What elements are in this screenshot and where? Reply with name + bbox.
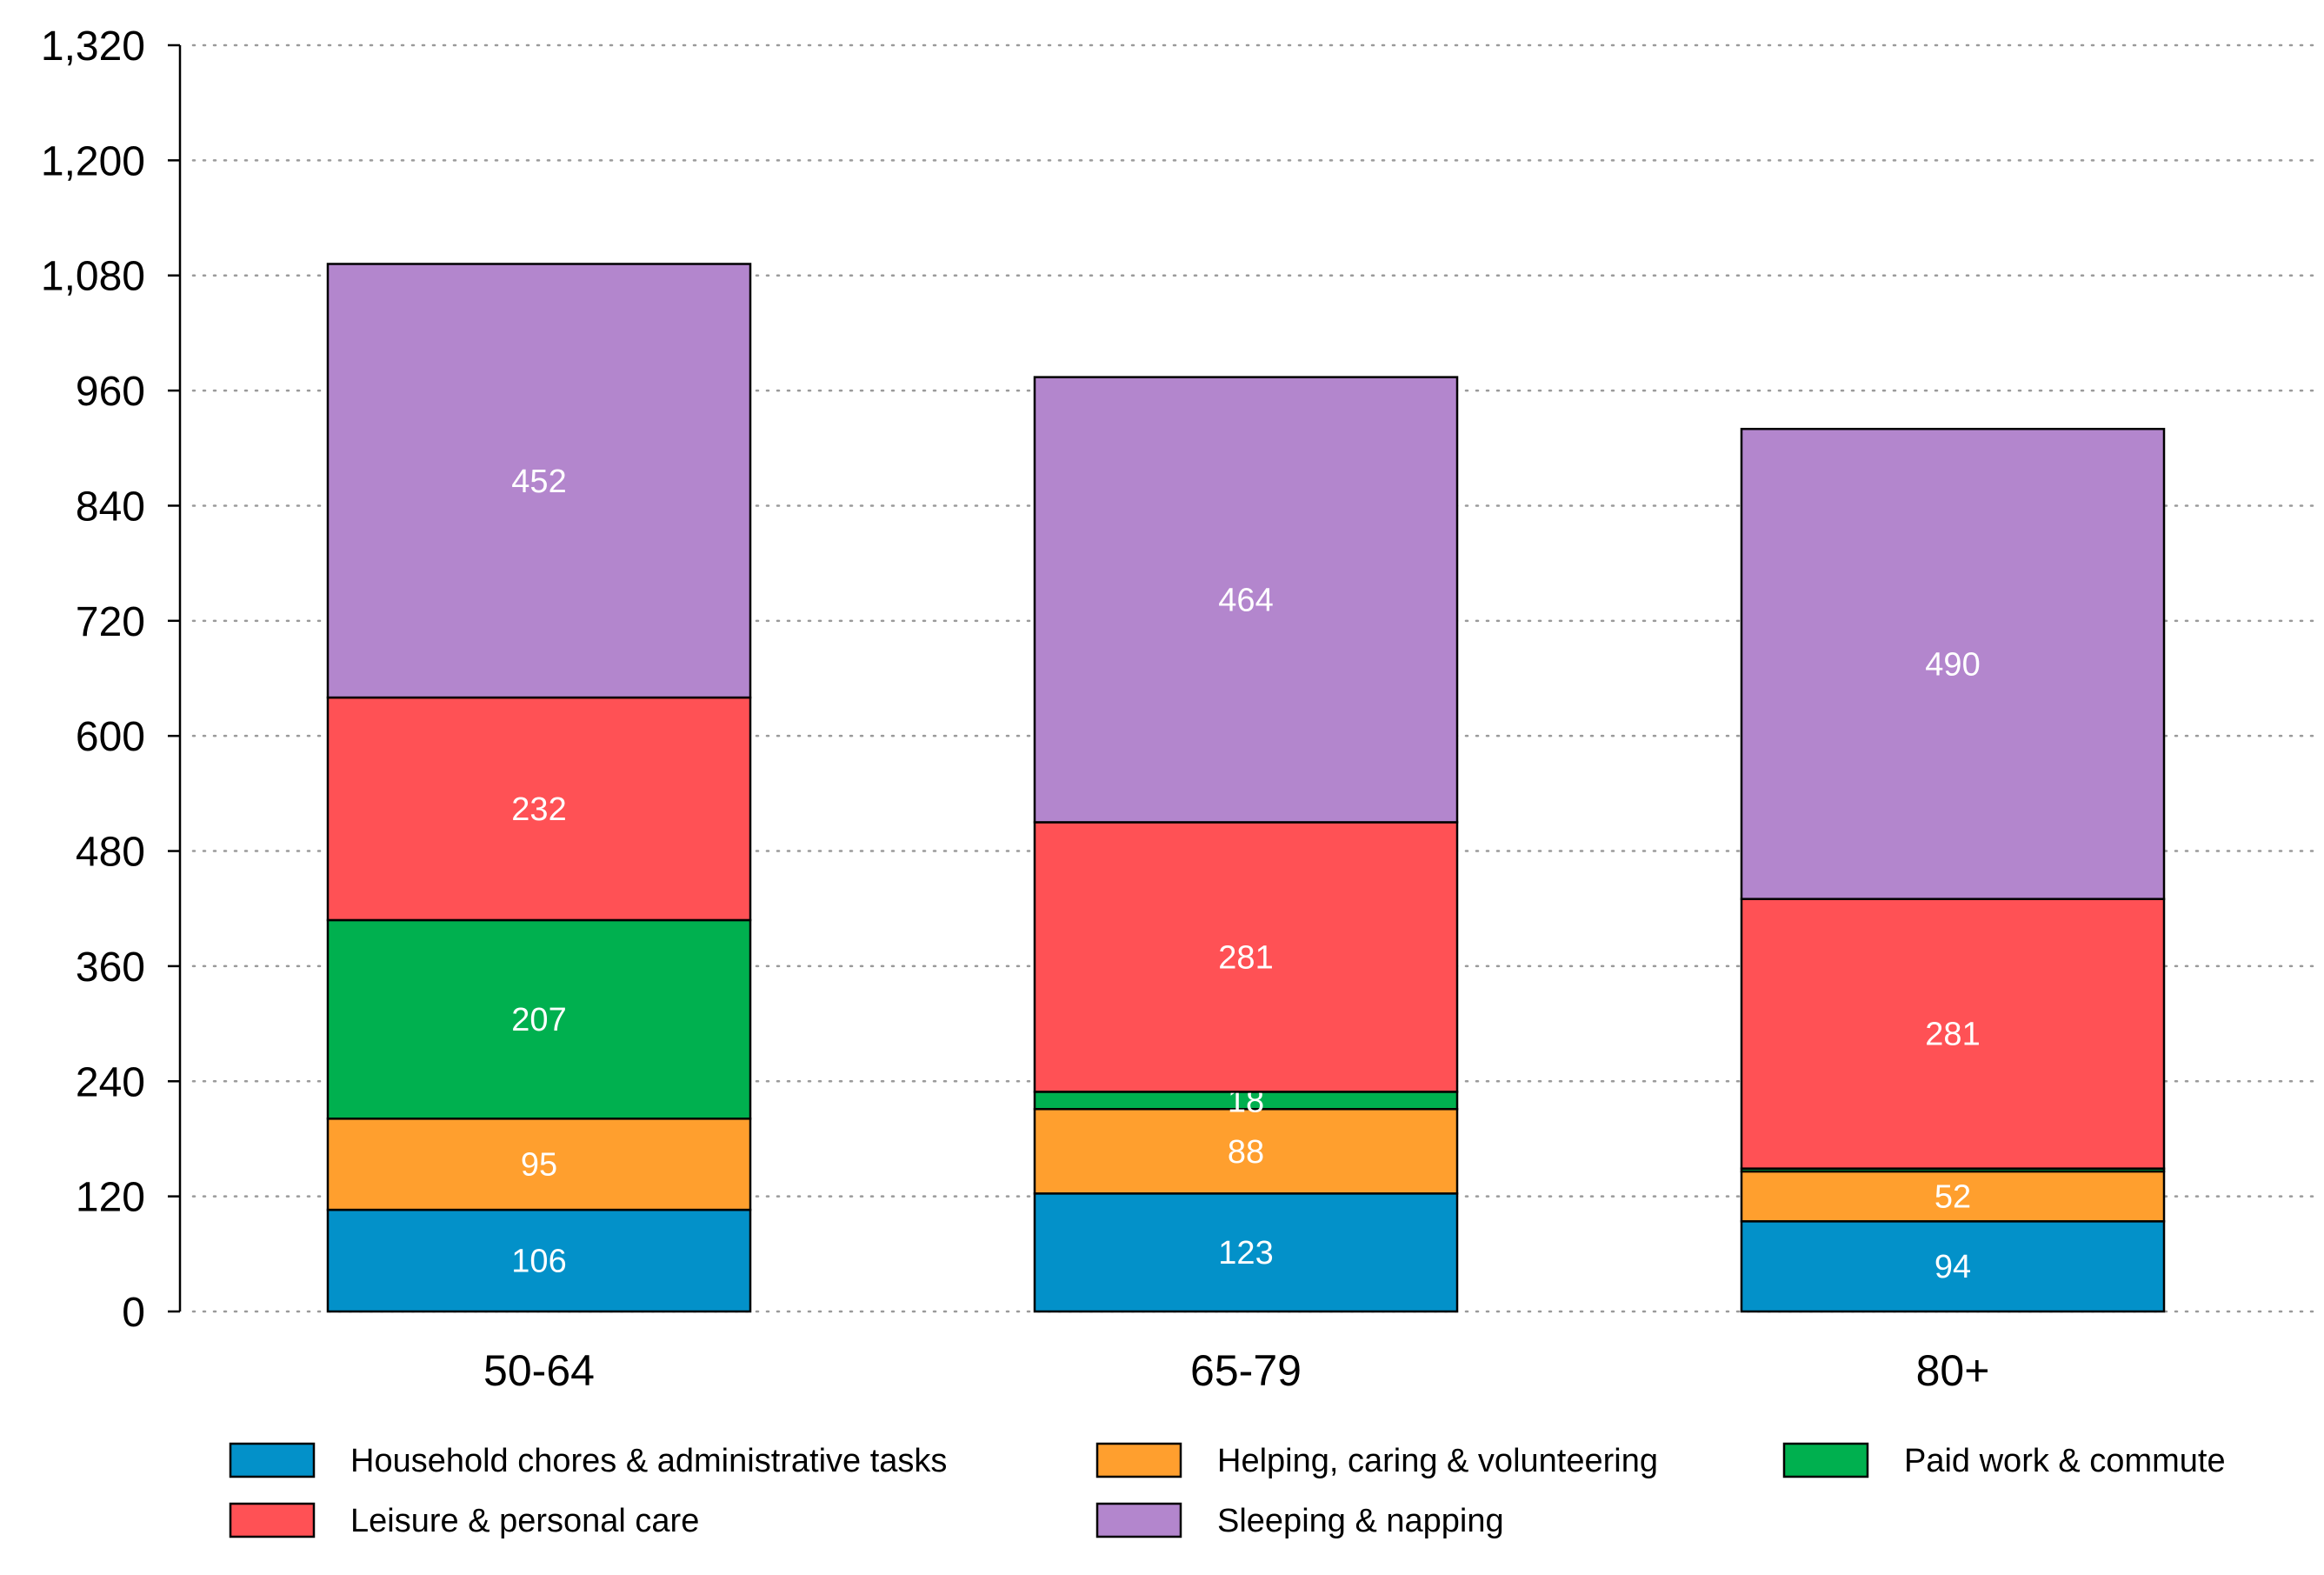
x-tick-label: 50-64 [483,1346,595,1395]
data-label: 207 [511,1002,566,1038]
bar-segment [326,696,752,922]
y-tick-label: 240 [76,1059,145,1105]
bar-segment [326,1118,752,1211]
data-label: 52 [1934,1179,1971,1216]
data-label: 123 [1218,1235,1273,1271]
data-label: 106 [511,1244,566,1280]
bar-segment [1740,1220,2166,1313]
legend-swatch [229,1502,316,1538]
legend-item: Leisure & personal care [229,1502,699,1539]
legend-swatch [1095,1442,1182,1478]
y-tick-label: 0 [122,1290,145,1336]
data-label: 88 [1228,1134,1264,1171]
bar-segment [1740,898,2166,1170]
legend-swatch [1782,1442,1869,1478]
legend-item: Paid work & commute [1782,1442,2226,1479]
legend-label: Leisure & personal care [350,1503,699,1539]
bar-stack: 106 95 207 232 452 [326,263,752,1313]
legend-item: Helping, caring & volunteering [1095,1442,1658,1479]
legend: Household chores & administrative tasks H… [229,1442,2226,1539]
y-tick-label: 1,080 [41,254,145,300]
data-label: 464 [1218,583,1273,619]
data-label: 281 [1218,939,1273,976]
y-tick-label: 360 [76,944,145,991]
x-axis: 50-64 65-79 80+ [483,1346,1989,1395]
bar-stack: 94 52 281 490 [1740,427,2166,1313]
y-axis: 0 120 240 360 480 600 720 840 960 1,080 1,200 1,320 [41,23,182,1336]
y-tick-label: 1,320 [41,23,145,70]
data-label: 490 [1925,646,1980,683]
legend-label: Helping, caring & volunteering [1217,1443,1658,1479]
legend-item: Sleeping & napping [1095,1502,1504,1539]
bar-segment [1033,376,1459,824]
data-label: 94 [1934,1249,1971,1285]
bar-segment [326,263,752,699]
bar-segment [1740,1170,2166,1223]
bar-segment [1740,427,2166,900]
bar-segment [1033,1192,1459,1313]
legend-item: Household chores & administrative tasks [229,1442,947,1479]
bar-segment [326,1208,752,1313]
legend-swatch [1095,1502,1182,1538]
x-tick-label: 65-79 [1190,1346,1302,1395]
y-tick-label: 120 [76,1175,145,1221]
data-label: 452 [511,464,566,500]
x-tick-label: 80+ [1916,1346,1990,1395]
y-tick-label: 840 [76,484,145,530]
y-tick-label: 960 [76,369,145,415]
legend-label: Paid work & commute [1904,1443,2226,1479]
data-label: 95 [521,1147,557,1184]
data-label: 232 [511,791,566,828]
y-tick-label: 1,200 [41,138,145,184]
legend-label: Household chores & administrative tasks [350,1443,947,1479]
y-tick-label: 600 [76,714,145,760]
data-label: 281 [1925,1017,1980,1053]
y-tick-label: 480 [76,830,145,876]
bar-segment [1033,821,1459,1093]
legend-swatch [229,1442,316,1478]
bar-segment [1033,1108,1459,1195]
legend-label: Sleeping & napping [1217,1503,1504,1539]
y-tick-label: 720 [76,599,145,645]
